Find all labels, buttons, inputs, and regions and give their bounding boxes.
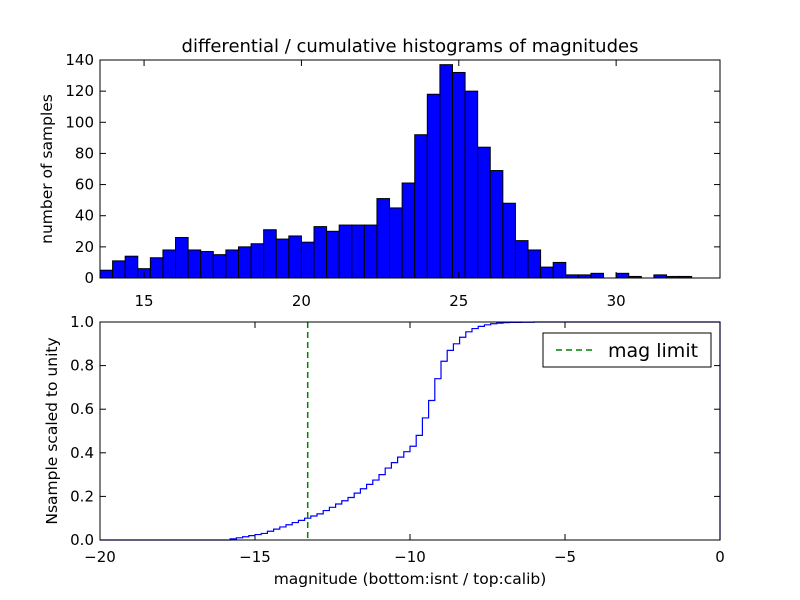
histogram-bar bbox=[175, 237, 189, 279]
histogram-bar bbox=[338, 224, 353, 279]
histogram-bar bbox=[540, 266, 554, 279]
histogram-ytick-label: 140 bbox=[65, 51, 94, 69]
histogram-bar bbox=[451, 71, 466, 279]
histogram-bar bbox=[376, 198, 391, 279]
histogram-ytick-label: 120 bbox=[65, 82, 94, 100]
histogram-bar bbox=[389, 207, 403, 279]
cumulative-ytick-label: 1.0 bbox=[70, 313, 94, 331]
cumulative-ytick-label: 0.4 bbox=[70, 444, 94, 462]
histogram-bar bbox=[439, 64, 453, 279]
histogram-ytick-label: 0 bbox=[84, 269, 94, 287]
histogram-bar bbox=[615, 272, 630, 279]
histogram-bar bbox=[288, 235, 302, 279]
histogram-ytick-label: 40 bbox=[75, 207, 94, 225]
histogram-bar bbox=[414, 134, 428, 279]
cumulative-xlabel: magnitude (bottom:isnt / top:calib) bbox=[274, 570, 547, 588]
histogram-bar bbox=[237, 246, 252, 279]
histogram-bar bbox=[112, 260, 126, 279]
histogram-xtick-label: 15 bbox=[135, 292, 154, 310]
cumulative-xtick-label: −15 bbox=[239, 548, 271, 566]
histogram-bar bbox=[590, 272, 605, 279]
histogram-bar bbox=[502, 202, 516, 279]
cumulative-ytick-label: 0.2 bbox=[70, 487, 94, 505]
histogram-chart: 15 20 25 30 0 20 40 60 80 100 120 140 differential … bbox=[38, 36, 721, 310]
histogram-bar bbox=[200, 251, 214, 279]
histogram-bar bbox=[250, 243, 265, 279]
histogram-bar bbox=[351, 224, 365, 279]
legend-label-mag-limit: mag limit bbox=[608, 340, 698, 362]
cumulative-ylabel: Nsample scaled to unity bbox=[43, 337, 61, 524]
histogram-ylabel: number of samples bbox=[38, 94, 56, 244]
cumulative-xtick-label: −5 bbox=[554, 548, 576, 566]
histogram-bar bbox=[426, 93, 441, 279]
histogram-ytick-label: 20 bbox=[75, 238, 94, 256]
histogram-ticks: 15 20 25 30 0 20 40 60 80 100 120 140 bbox=[65, 51, 720, 310]
histogram-bar bbox=[162, 249, 177, 279]
histogram-ytick-label: 80 bbox=[75, 144, 94, 162]
histogram-bar bbox=[124, 255, 139, 279]
histogram-bar bbox=[300, 241, 315, 279]
cumulative-xtick-label: −10 bbox=[394, 548, 426, 566]
cumulative-chart: −20 −15 −10 −5 0 0.0 0.2 0.4 0.6 0.8 1.0 magnitude… bbox=[43, 313, 725, 588]
histogram-ytick-label: 100 bbox=[65, 113, 94, 131]
histogram-bar bbox=[275, 238, 290, 279]
histogram-xtick-label: 20 bbox=[292, 292, 311, 310]
histogram-bar bbox=[363, 224, 378, 279]
histogram-bar bbox=[464, 90, 479, 279]
histogram-frame bbox=[99, 59, 721, 279]
cumulative-ytick-label: 0.6 bbox=[70, 400, 94, 418]
histogram-bar bbox=[489, 170, 504, 279]
cumulative-frame bbox=[99, 321, 721, 541]
histogram-xtick-label: 25 bbox=[449, 292, 468, 310]
histogram-bar bbox=[514, 240, 529, 279]
histogram-bar bbox=[99, 269, 114, 279]
histogram-title: differential / cumulative histograms of … bbox=[182, 36, 639, 57]
histogram-bar bbox=[225, 249, 239, 279]
histogram-bar bbox=[401, 182, 416, 279]
histogram-bar bbox=[313, 226, 328, 279]
cumulative-xtick-label: 0 bbox=[715, 548, 725, 566]
cumulative-ytick-label: 0.8 bbox=[70, 357, 94, 375]
legend: mag limit bbox=[542, 332, 712, 368]
cumulative-line bbox=[100, 321, 721, 541]
histogram-bar bbox=[149, 257, 164, 279]
histogram-bar bbox=[187, 249, 202, 279]
histogram-bar bbox=[326, 230, 340, 279]
histogram-bar bbox=[263, 229, 277, 279]
histogram-bar bbox=[477, 146, 491, 279]
histogram-xtick-label: 30 bbox=[607, 292, 626, 310]
histogram-bar bbox=[527, 249, 542, 279]
cumulative-xtick-label: −20 bbox=[84, 548, 116, 566]
histogram-ytick-label: 60 bbox=[75, 176, 94, 194]
histogram-bar bbox=[552, 261, 567, 279]
cumulative-ytick-label: 0.0 bbox=[70, 531, 94, 549]
histogram-bar bbox=[212, 254, 227, 279]
